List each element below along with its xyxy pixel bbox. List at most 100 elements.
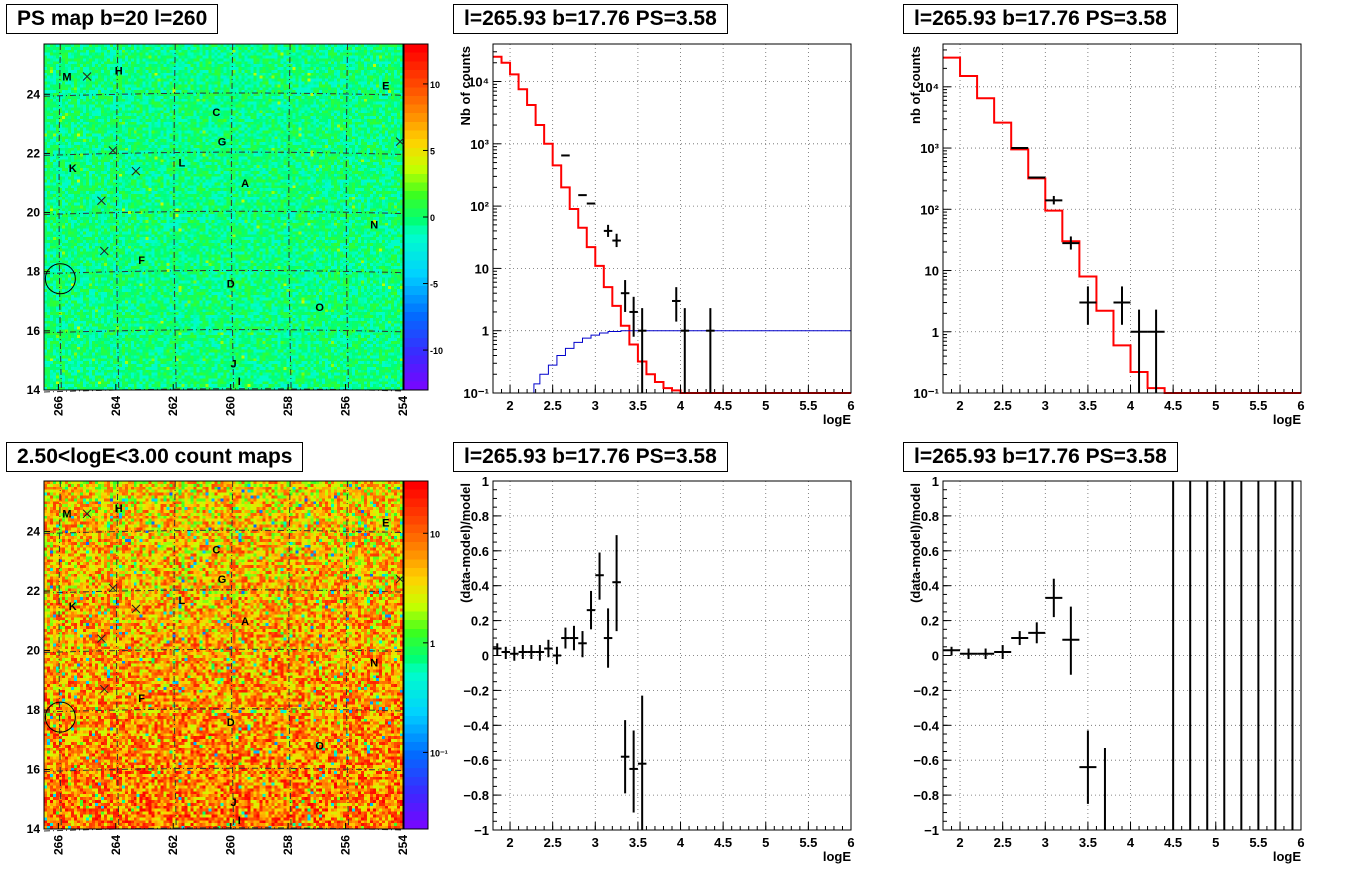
map-pixel: [133, 78, 138, 82]
map-pixel: [133, 130, 138, 134]
map-pixel: [91, 55, 96, 59]
map-pixel: [85, 78, 90, 82]
map-pixel: [160, 211, 165, 215]
map-pixel: [154, 320, 159, 325]
map-pixel: [67, 329, 72, 333]
map-pixel: [112, 326, 117, 330]
map-pixel: [118, 167, 123, 172]
map-pixel: [44, 326, 48, 330]
map-pixel: [124, 222, 129, 227]
map-pixel: [136, 139, 141, 143]
map-pixel: [49, 72, 54, 77]
map-pixel: [154, 211, 159, 215]
map-pixel: [82, 306, 87, 310]
map-pixel: [118, 309, 123, 313]
map-pixel: [157, 193, 162, 198]
map-pixel: [97, 384, 102, 388]
map-pixel: [67, 222, 72, 227]
map-pixel: [49, 176, 54, 180]
map-pixel: [61, 159, 66, 163]
map-pixel: [100, 338, 105, 342]
map-pixel: [100, 72, 105, 77]
map-pixel: [157, 222, 162, 227]
map-pixel: [52, 237, 57, 241]
map-pixel: [163, 338, 168, 342]
map-pixel: [82, 260, 87, 264]
map-pixel: [118, 150, 123, 154]
map-pixel: [61, 312, 66, 316]
map-pixel: [154, 369, 159, 374]
map-pixel: [157, 130, 162, 134]
map-pixel: [121, 124, 126, 129]
map-pixel: [124, 346, 129, 351]
map-pixel: [103, 364, 108, 368]
map-pixel: [73, 245, 78, 250]
map-pixel: [91, 90, 96, 94]
map-pixel: [136, 375, 141, 379]
map-pixel: [118, 323, 123, 327]
map-pixel: [44, 317, 48, 322]
map-pixel: [85, 387, 90, 391]
map-pixel: [85, 98, 90, 103]
map-pixel: [58, 361, 63, 365]
map-pixel: [160, 309, 165, 313]
map-pixel: [64, 142, 69, 146]
map-pixel: [106, 127, 111, 131]
map-pixel: [142, 283, 147, 287]
map-pixel: [145, 52, 150, 56]
map-pixel: [160, 263, 165, 267]
map-pixel: [52, 136, 57, 140]
map-pixel: [61, 289, 66, 293]
map-pixel: [115, 167, 120, 172]
map-pixel: [130, 98, 135, 103]
map-pixel: [160, 55, 165, 59]
map-pixel: [130, 294, 135, 299]
map-pixel: [118, 188, 123, 192]
map-pixel: [121, 332, 126, 336]
map-pixel: [106, 58, 111, 62]
map-pixel: [103, 205, 108, 209]
map-pixel: [160, 352, 165, 356]
map-pixel: [70, 225, 75, 229]
map-pixel: [91, 300, 96, 304]
map-pixel: [130, 335, 135, 339]
map-pixel: [157, 326, 162, 330]
map-pixel: [58, 323, 63, 327]
map-pixel: [55, 300, 60, 304]
map-pixel: [109, 176, 114, 180]
map-pixel: [97, 162, 102, 166]
map-pixel: [115, 375, 120, 379]
map-pixel: [46, 147, 51, 152]
map-pixel: [157, 349, 162, 353]
map-pixel: [154, 274, 159, 278]
map-pixel: [82, 346, 87, 351]
map-pixel: [118, 162, 123, 166]
map-pixel: [103, 335, 108, 339]
map-pixel: [97, 116, 102, 120]
map-pixel: [118, 303, 123, 307]
map-pixel: [55, 107, 60, 111]
map-pixel: [154, 387, 159, 391]
map-pixel: [94, 133, 99, 137]
map-pixel: [121, 49, 126, 54]
map-pixel: [97, 147, 102, 152]
map-pixel: [100, 271, 105, 276]
map-pixel: [163, 147, 168, 152]
map-pixel: [55, 95, 60, 100]
map-pixel: [76, 142, 81, 146]
map-pixel: [49, 121, 54, 126]
map-pixel: [76, 358, 81, 362]
map-pixel: [157, 110, 162, 114]
map-pixel: [82, 361, 87, 365]
map-pixel: [97, 263, 102, 267]
map-pixel: [49, 110, 54, 114]
map-pixel: [106, 361, 111, 365]
map-pixel: [163, 136, 168, 140]
map-pixel: [94, 176, 99, 180]
map-pixel: [109, 67, 114, 71]
map-pixel: [157, 335, 162, 339]
map-pixel: [49, 199, 54, 203]
map-pixel: [145, 150, 150, 154]
map-pixel: [157, 300, 162, 304]
map-pixel: [46, 219, 51, 224]
